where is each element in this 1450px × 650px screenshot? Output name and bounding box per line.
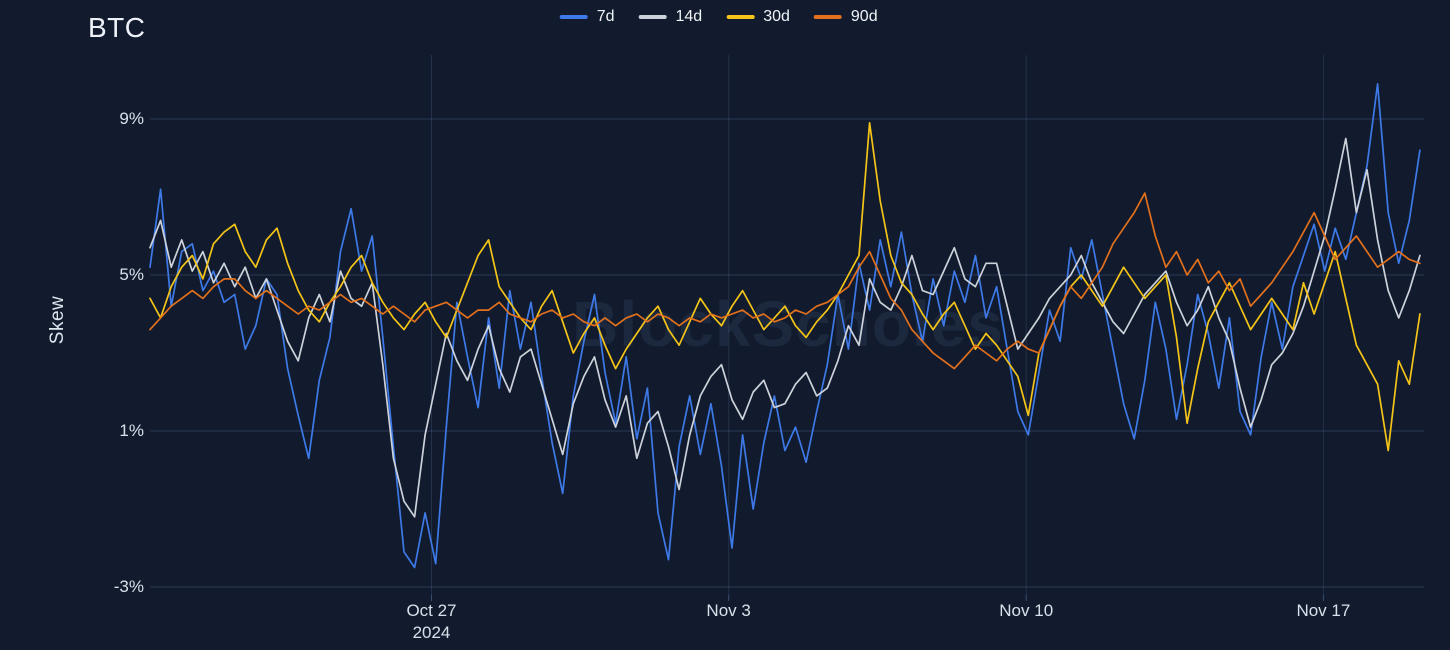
legend: 7d 14d 30d 90d: [559, 8, 878, 26]
legend-item-90d[interactable]: 90d: [813, 8, 878, 26]
y-tick-label: 5%: [119, 265, 144, 284]
legend-label: 90d: [850, 8, 878, 25]
series-line-30d[interactable]: [149, 122, 1421, 452]
series-line-14d[interactable]: [149, 137, 1421, 518]
legend-swatch-icon: [638, 15, 667, 19]
legend-label: 30d: [763, 8, 790, 25]
legend-swatch-icon: [813, 15, 842, 19]
legend-label: 14d: [675, 8, 703, 25]
series-line-7d[interactable]: [149, 83, 1421, 569]
x-tick-sublabel: 2024: [412, 623, 451, 642]
x-tick-label: Nov 10: [999, 601, 1054, 620]
y-tick-label: 9%: [119, 109, 144, 128]
legend-swatch-icon: [726, 15, 755, 19]
legend-item-14d[interactable]: 14d: [638, 8, 702, 26]
legend-item-7d[interactable]: 7d: [559, 8, 615, 26]
x-tick-label: Nov 3: [706, 601, 751, 620]
legend-swatch-icon: [559, 15, 588, 19]
x-tick-label: Nov 17: [1296, 601, 1351, 620]
legend-label: 7d: [596, 8, 615, 25]
y-tick-label: 1%: [119, 421, 144, 440]
legend-item-30d[interactable]: 30d: [726, 8, 790, 26]
x-tick-label: Oct 27 2024: [371, 600, 491, 644]
y-tick-label: -3%: [113, 577, 144, 596]
page-title: BTC: [88, 12, 146, 43]
series-line-90d[interactable]: [149, 192, 1421, 370]
